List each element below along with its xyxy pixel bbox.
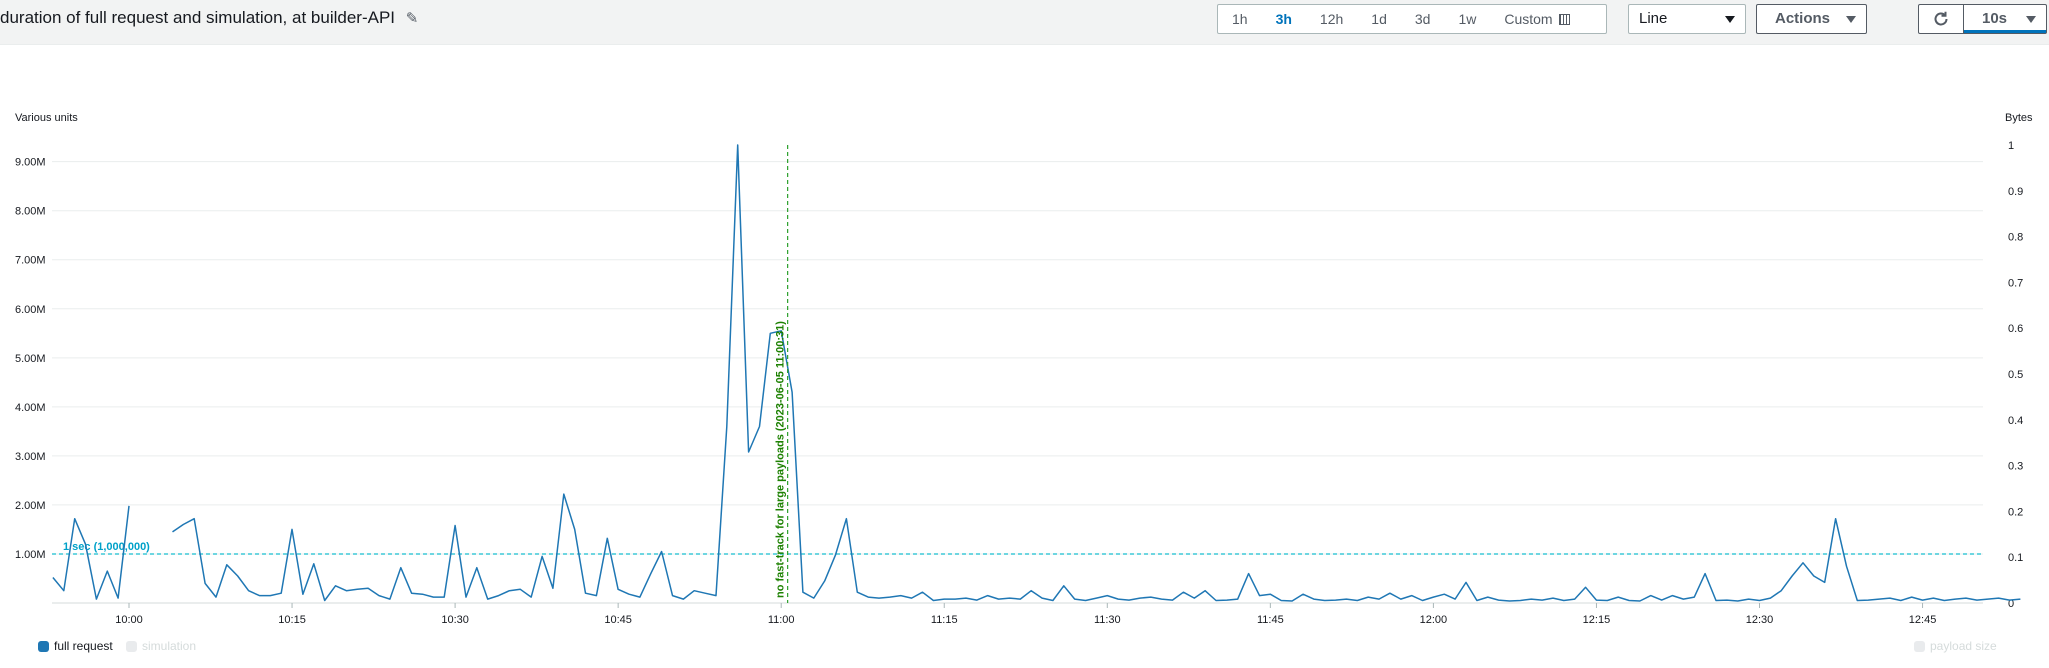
y-left-tick-label: 8.00M [15,206,46,218]
y-left-tick-label: 4.00M [15,402,46,414]
y-left-tick-label: 9.00M [15,157,46,169]
threshold-label: 1 sec (1,000,000) [63,541,150,553]
x-tick-label: 11:30 [1094,614,1121,626]
chart-grid [52,162,1983,603]
y-right-tick-label: 0.2 [2008,506,2023,518]
y-right-tick-label: 0.4 [2008,415,2023,427]
x-tick-label: 11:45 [1257,614,1284,626]
legend-swatch-payload-size [1914,641,1925,652]
y-left-tick-label: 7.00M [15,255,46,267]
x-tick-label: 12:00 [1420,614,1448,626]
y-left-tick-label: 1.00M [15,549,46,561]
legend-label-full-request: full request [54,639,113,653]
annotation-label: no fast-track for large payloads (2023-0… [775,321,787,598]
y-left-tick-label: 6.00M [15,304,46,316]
legend-swatch-full-request [38,641,49,652]
x-axis-ticks: 10:00 10:15 10:30 10:45 11:00 11:15 11:30 11:45… [115,603,1936,626]
legend-swatch-simulation [126,641,137,652]
right-axis-ticks: 00.10.20.30.40.50.60.70.80.91 [2008,140,2023,610]
legend-item-payload-size[interactable]: payload size [1914,639,1997,653]
x-tick-label: 10:00 [115,614,143,626]
x-tick-label: 12:45 [1909,614,1937,626]
x-tick-label: 10:30 [441,614,469,626]
y-left-tick-label: 2.00M [15,500,46,512]
x-tick-label: 12:30 [1746,614,1774,626]
x-tick-label: 10:45 [604,614,632,626]
legend-item-simulation[interactable]: simulation [126,639,196,653]
legend-label-payload-size: payload size [1930,639,1997,653]
y-right-tick-label: 1 [2008,140,2014,152]
y-right-tick-label: 0.1 [2008,552,2023,564]
y-left-tick-label: 3.00M [15,451,46,463]
x-tick-label: 11:15 [931,614,958,626]
y-right-tick-label: 0.9 [2008,186,2023,198]
legend-item-full-request[interactable]: full request [38,639,113,653]
x-tick-label: 11:00 [768,614,795,626]
y-right-tick-label: 0.7 [2008,277,2023,289]
y-right-tick-label: 0.3 [2008,461,2023,473]
y-left-tick-label: 5.00M [15,353,46,365]
y-right-tick-label: 0.6 [2008,323,2023,335]
left-axis-ticks: 1.00M 2.00M 3.00M 4.00M 5.00M 6.00M 7.00M 8.00M… [15,157,46,561]
x-tick-label: 10:15 [278,614,306,626]
x-tick-label: 12:15 [1583,614,1611,626]
y-right-tick-label: 0.8 [2008,232,2023,244]
legend-label-simulation: simulation [142,639,196,653]
series-group [53,145,2021,601]
annotation-group: no fast-track for large payloads (2023-0… [775,145,788,603]
y-right-tick-label: 0.5 [2008,369,2023,381]
threshold-line-group: 1 sec (1,000,000) [52,541,1983,554]
series-line-full-request [173,145,2021,601]
